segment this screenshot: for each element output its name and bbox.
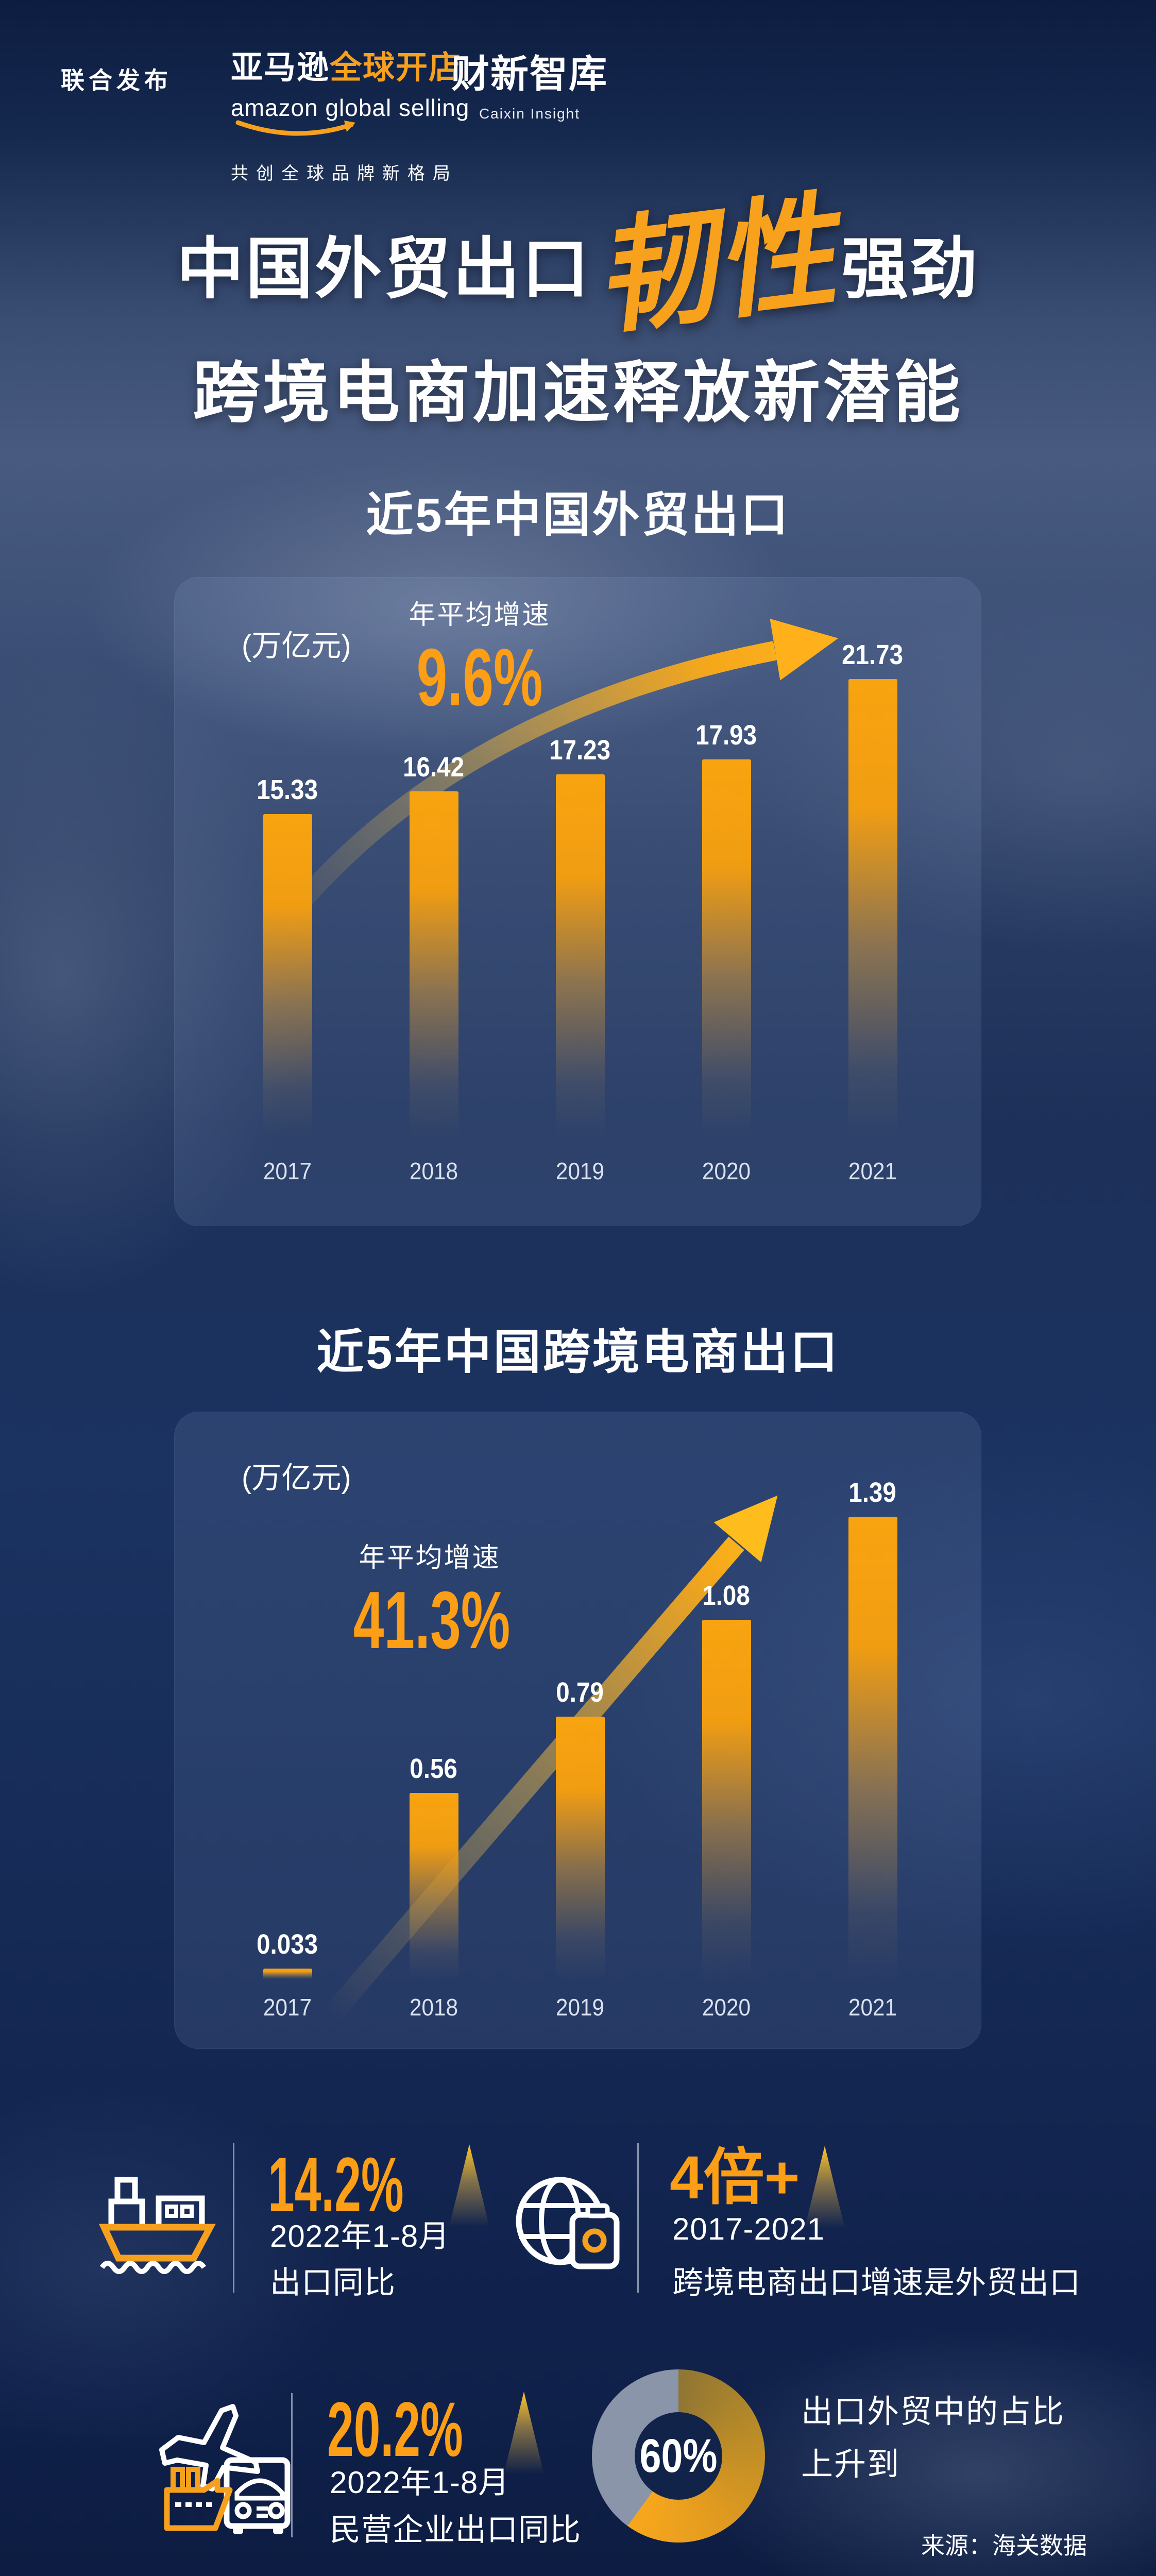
year-label: 2020 [702, 1158, 751, 1184]
bar [702, 1620, 751, 1979]
year-label: 2017 [263, 1994, 312, 2021]
growth-rate-value: 9.6% [416, 632, 543, 723]
bar [848, 679, 897, 1138]
bar [409, 1793, 458, 1979]
data-source-label: 来源：海关数据 [921, 2532, 1087, 2559]
bar-value-label: 1.08 [702, 1580, 751, 1612]
section-title-crossborder: 近5年中国跨境电商出口 [316, 1326, 840, 1379]
stat-desc-label: 民营企业出口同比 [330, 2513, 581, 2547]
amazon-logo-en: amazon global selling [231, 94, 470, 121]
bar-column: 21.73 [800, 639, 946, 1138]
bar [555, 1716, 605, 1979]
stat-desc-label: 跨境电商出口增速是外贸出口 [672, 2265, 1081, 2300]
bar-value-label: 15.33 [257, 774, 318, 806]
bar-value-label: 1.39 [848, 1477, 897, 1509]
growth-rate-callout: 年平均增速 9.6% [366, 593, 593, 718]
foreign-trade-chart-panel: (万亿元) 年平均增速 9.6% 15.33 16.42 17.23 17.93 21.… [174, 577, 981, 1226]
bar [263, 1968, 312, 1979]
axis-unit-label: (万亿元) [242, 629, 351, 663]
donut-center-label: 60% [639, 2429, 718, 2482]
stat-value-private-export: 20.2% [327, 2386, 463, 2472]
bar-value-label: 16.42 [403, 751, 465, 783]
main-title-line2: 跨境电商加速释放新潜能 [192, 355, 963, 430]
bar-column: 15.33 [214, 774, 361, 1138]
crossborder-chart-panel: (万亿元) 年平均增速 41.3% 0.033 0.56 0.79 1.08 1.39 … [174, 1412, 981, 2049]
bar [702, 759, 751, 1138]
growth-arrow-icon [322, 1495, 778, 2024]
caixin-insight-logo: 财新智库 Caixin Insight [447, 43, 612, 122]
title-line1-post: 强劲 [841, 231, 980, 307]
bar-column: 0.033 [214, 1928, 361, 1979]
stat-divider [291, 2393, 293, 2537]
title-highlight: 韧性 [588, 180, 844, 349]
bar-column: 16.42 [361, 751, 507, 1138]
stat-period-label: 2022年1-8月 [330, 2465, 510, 2500]
stat-divider [637, 2143, 639, 2293]
stat-value-4x: 4倍+ [670, 2144, 800, 2212]
growth-rate-callout: 年平均增速 41.3% [316, 1536, 543, 1661]
bar [848, 1517, 897, 1979]
donut-chart: 60% [592, 2369, 765, 2543]
bar-column: 1.08 [653, 1580, 800, 1979]
bar-value-label: 21.73 [842, 639, 904, 671]
year-label: 2018 [409, 1158, 458, 1184]
stat-desc-label: 出口同比 [270, 2265, 396, 2300]
stat-period-label: 2017-2021 [672, 2212, 825, 2246]
growth-rate-value: 41.3% [353, 1575, 511, 1666]
growth-rate-label: 年平均增速 [409, 600, 551, 630]
main-title: 中国外贸出口韧性强劲 跨境电商加速释放新潜能 [0, 180, 1156, 430]
plane-truck-ship-icon [159, 2404, 291, 2534]
amazon-smile-icon [235, 120, 355, 136]
bar [555, 774, 605, 1138]
year-label: 2018 [409, 1994, 458, 2021]
year-label: 2017 [263, 1158, 312, 1184]
amazon-tagline: 共创全球品牌新格局 [231, 164, 458, 183]
donut-caption-line1: 出口外贸中的占比 [801, 2394, 1065, 2430]
year-label: 2021 [848, 1158, 897, 1184]
bar-value-label: 17.93 [695, 719, 757, 751]
bar-column: 0.56 [361, 1753, 507, 1979]
main-title-line1: 中国外贸出口韧性强劲 [0, 180, 1156, 349]
joint-publish-label: 联合发布 [61, 67, 172, 94]
year-label: 2019 [555, 1994, 605, 2021]
bar [263, 814, 312, 1138]
year-label: 2020 [702, 1994, 751, 2021]
year-label: 2019 [555, 1158, 605, 1184]
bar-value-label: 0.033 [257, 1928, 318, 1960]
stat-period-label: 2022年1-8月 [270, 2219, 450, 2253]
axis-unit-label: (万亿元) [242, 1461, 351, 1495]
growth-arrow-icon [260, 618, 839, 949]
bar-value-label: 0.79 [556, 1676, 604, 1708]
bar [409, 791, 458, 1138]
stat-divider [233, 2143, 234, 2293]
growth-rate-label: 年平均增速 [359, 1543, 501, 1573]
years: 2017 2018 2019 2020 2021 [214, 1993, 946, 2021]
cargo-ship-icon [98, 2177, 216, 2274]
caixin-logo-en: Caixin Insight [479, 106, 581, 122]
bar-column: 0.79 [507, 1676, 653, 1979]
amazon-global-selling-logo: 亚马逊全球开店 amazon global selling 共创全球品牌新格局 [231, 41, 499, 184]
year-label: 2021 [848, 1994, 897, 2021]
bar-column: 17.23 [507, 734, 653, 1138]
section-title-foreign-trade: 近5年中国外贸出口 [366, 489, 790, 541]
stat-value-export-growth: 14.2% [268, 2141, 404, 2228]
bar-column: 17.93 [653, 719, 800, 1138]
bar-value-label: 0.56 [410, 1753, 458, 1785]
title-line1-pre: 中国外贸出口 [176, 231, 591, 307]
caixin-logo-cn: 财新智库 [451, 53, 608, 95]
bar-value-label: 17.23 [549, 734, 611, 766]
globe-wallet-icon [516, 2177, 620, 2269]
donut-caption-line2: 上升到 [801, 2447, 900, 2482]
years: 2017 2018 2019 2020 2021 [214, 1157, 946, 1185]
bar-column: 1.39 [800, 1477, 946, 1979]
bars: 15.33 16.42 17.23 17.93 21.73 [214, 633, 946, 1138]
amazon-logo-cn: 亚马逊全球开店 [231, 41, 499, 88]
amazon-cn-white: 亚马逊 [231, 50, 330, 86]
bars: 0.033 0.56 0.79 1.08 1.39 [214, 1475, 946, 1979]
amazon-cn-orange: 全球开店 [330, 50, 462, 86]
